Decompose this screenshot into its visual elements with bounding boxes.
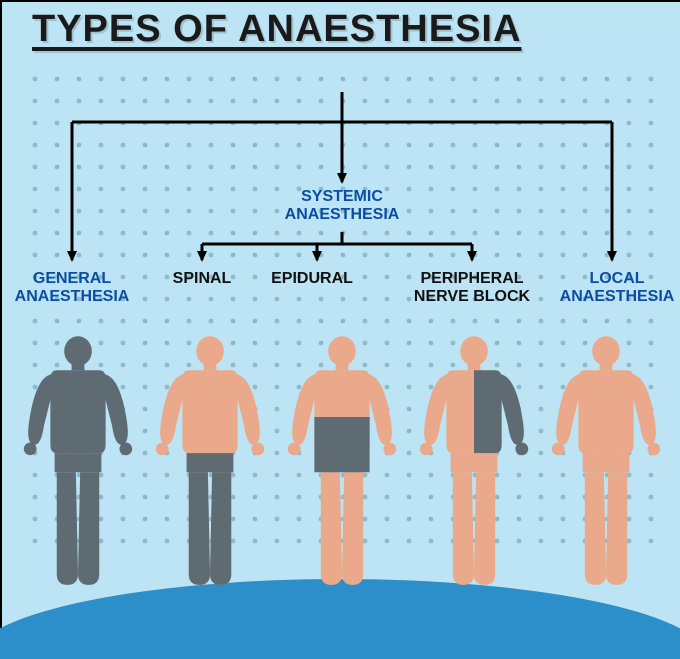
label-epidural: EPIDURAL	[262, 270, 362, 288]
label-local: LOCAL ANAESTHESIA	[552, 270, 680, 307]
label-spinal: SPINAL	[162, 270, 242, 288]
infographic-canvas: TYPES OF ANAESTHESIA SYSTEMIC ANAESTHESI…	[0, 0, 680, 631]
hierarchy-arrows	[2, 2, 680, 633]
label-systemic: SYSTEMIC ANAESTHESIA	[252, 188, 432, 225]
label-peripheral: PERIPHERAL NERVE BLOCK	[407, 270, 537, 307]
page-title: TYPES OF ANAESTHESIA	[32, 8, 521, 51]
label-general: GENERAL ANAESTHESIA	[7, 270, 137, 307]
